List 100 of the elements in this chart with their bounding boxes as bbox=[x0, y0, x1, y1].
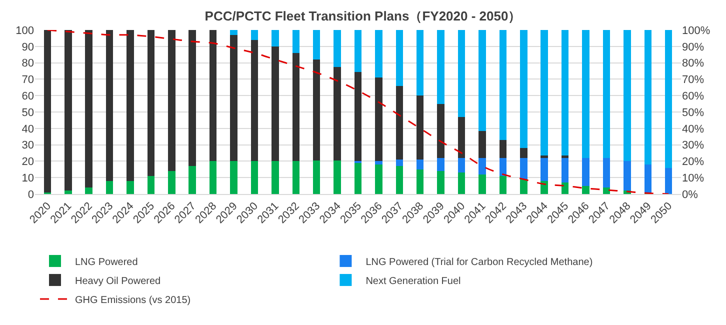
bar bbox=[602, 30, 610, 158]
y-tick-label: 90 bbox=[22, 41, 34, 54]
y2-tick-label: 20% bbox=[682, 156, 704, 168]
y2-tick-label: 10% bbox=[682, 172, 704, 184]
y-tick-label: 20 bbox=[22, 156, 34, 168]
bar bbox=[64, 30, 72, 191]
bar bbox=[354, 162, 362, 194]
y2-tick-label: 30% bbox=[682, 140, 704, 152]
bar bbox=[292, 52, 300, 162]
bar bbox=[147, 176, 155, 194]
bar bbox=[499, 140, 507, 158]
legend-label: Next Generation Fuel bbox=[366, 276, 461, 287]
bar bbox=[85, 30, 92, 188]
bar bbox=[250, 40, 258, 162]
bar bbox=[272, 46, 279, 162]
bar bbox=[106, 180, 114, 194]
legend-label: GHG Emissions (vs 2015) bbox=[75, 294, 191, 306]
bar bbox=[209, 30, 217, 162]
bar bbox=[624, 161, 631, 191]
bar bbox=[375, 164, 382, 194]
bar bbox=[416, 160, 424, 170]
y2-tick-label: 0% bbox=[682, 188, 698, 201]
bar bbox=[478, 158, 486, 174]
bar bbox=[458, 116, 466, 158]
bar bbox=[437, 104, 444, 158]
legend-label: Heavy Oil Powered bbox=[75, 276, 161, 287]
bar bbox=[458, 30, 466, 117]
bar bbox=[664, 30, 672, 168]
bar bbox=[230, 30, 238, 35]
y-tick-label: 0 bbox=[28, 188, 34, 201]
bar bbox=[540, 158, 548, 181]
bar bbox=[396, 166, 404, 194]
bar bbox=[416, 96, 424, 160]
bar bbox=[168, 30, 176, 172]
bar bbox=[520, 30, 528, 148]
bar bbox=[499, 158, 507, 176]
legend-label: LNG Powered (Trial for Carbon Recycled Methane) bbox=[366, 256, 593, 268]
y2-tick-label: 50% bbox=[682, 106, 704, 119]
y-tick-label: 80 bbox=[22, 58, 34, 70]
y2-tick-label: 90% bbox=[682, 41, 704, 54]
y-tick-label: 10 bbox=[22, 172, 34, 184]
bar bbox=[437, 171, 444, 194]
bar bbox=[644, 30, 652, 164]
bar bbox=[168, 171, 176, 194]
bar bbox=[230, 161, 238, 194]
bar bbox=[396, 160, 404, 166]
bar bbox=[188, 166, 196, 194]
bar bbox=[188, 30, 196, 166]
bar bbox=[458, 172, 466, 194]
bar bbox=[292, 30, 300, 53]
bar bbox=[334, 66, 341, 160]
bar bbox=[437, 30, 444, 104]
bar bbox=[250, 161, 258, 194]
y-tick-label: 40 bbox=[22, 123, 34, 136]
bar bbox=[354, 72, 362, 162]
bar bbox=[250, 30, 258, 40]
bar bbox=[334, 160, 341, 194]
bar bbox=[416, 169, 424, 194]
bar bbox=[540, 180, 548, 194]
bar bbox=[664, 168, 672, 194]
bar bbox=[375, 161, 382, 164]
bar bbox=[334, 30, 341, 67]
bar bbox=[106, 30, 114, 181]
bar bbox=[602, 158, 610, 188]
y2-tick-label: 60% bbox=[682, 90, 704, 102]
bar bbox=[272, 30, 279, 46]
bar bbox=[478, 174, 486, 194]
bar bbox=[582, 158, 590, 186]
bar bbox=[582, 186, 590, 194]
y-tick-label: 50 bbox=[22, 106, 34, 119]
y2-tick-label: 40% bbox=[682, 123, 704, 136]
bar bbox=[64, 190, 72, 194]
y-tick-label: 100 bbox=[16, 24, 34, 37]
bar bbox=[312, 30, 320, 60]
bar bbox=[458, 158, 466, 173]
bar bbox=[396, 86, 404, 160]
bar bbox=[602, 187, 610, 194]
bar bbox=[416, 30, 424, 96]
bar bbox=[499, 30, 507, 140]
y-tick-label: 30 bbox=[22, 140, 34, 152]
bar bbox=[520, 158, 528, 180]
bar bbox=[147, 30, 155, 176]
bar bbox=[312, 160, 320, 194]
bar bbox=[478, 130, 486, 158]
bar bbox=[520, 148, 528, 158]
bar bbox=[85, 187, 92, 194]
bar bbox=[520, 179, 528, 194]
bar bbox=[292, 161, 300, 194]
bar bbox=[561, 155, 569, 158]
bar bbox=[582, 30, 590, 158]
bar bbox=[272, 161, 279, 194]
bar bbox=[126, 30, 134, 181]
bar bbox=[540, 155, 548, 158]
bar bbox=[354, 30, 362, 72]
y2-tick-label: 100% bbox=[682, 24, 710, 37]
y2-tick-label: 70% bbox=[682, 74, 704, 86]
bar bbox=[561, 158, 569, 183]
bar bbox=[209, 161, 217, 194]
bar bbox=[644, 164, 652, 192]
bar bbox=[499, 176, 507, 194]
